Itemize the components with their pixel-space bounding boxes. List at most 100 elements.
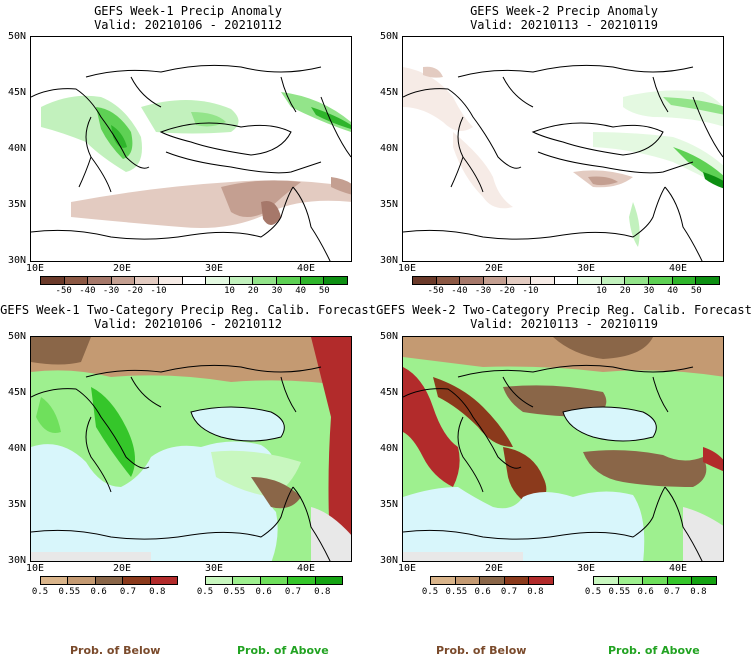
colorbar-label: 20 bbox=[619, 286, 631, 296]
colorbar-label: 0.8 bbox=[314, 587, 331, 597]
colorbar-label: 10 bbox=[224, 286, 235, 296]
colorbar-swatch bbox=[692, 577, 716, 584]
colorbar-label: 0.55 bbox=[608, 587, 631, 597]
panel-week2-probability: GEFS Week-2 Two-Category Precip Reg. Cal… bbox=[376, 296, 752, 662]
lat-label: 50N bbox=[7, 331, 26, 342]
colorbar-swatch bbox=[643, 577, 668, 584]
colorbar-swatch bbox=[431, 577, 456, 584]
colorbar-swatch bbox=[594, 577, 619, 584]
lon-label: 20E bbox=[112, 263, 132, 274]
colorbar-swatch bbox=[64, 277, 89, 284]
colorbar-label: 20 bbox=[247, 286, 259, 296]
lat-label: 40N bbox=[379, 143, 398, 154]
prob-above-colorbar bbox=[205, 576, 343, 585]
colorbar-label: 0.6 bbox=[90, 587, 107, 597]
lat-label: 45N bbox=[7, 387, 26, 398]
prob-below-labels: 0.5 0.55 0.6 0.7 0.8 bbox=[418, 587, 566, 599]
anomaly-map bbox=[30, 36, 352, 262]
prob-below-labels: 0.5 0.55 0.6 0.7 0.8 bbox=[28, 587, 190, 599]
colorbar-label: -10 bbox=[150, 286, 167, 296]
colorbar-swatch bbox=[625, 277, 650, 284]
lat-label: 30N bbox=[7, 255, 26, 266]
colorbar-label: 0.7 bbox=[119, 587, 137, 597]
prob-below-caption: Prob. of Below bbox=[70, 644, 161, 657]
lat-label: 35N bbox=[379, 499, 398, 510]
lat-label: 50N bbox=[379, 331, 398, 342]
lon-label: 10E bbox=[397, 563, 417, 574]
colorbar-swatch bbox=[300, 277, 325, 284]
colorbar-swatch bbox=[483, 277, 508, 284]
colorbar-swatch bbox=[111, 277, 136, 284]
colorbar-label: -40 bbox=[79, 286, 96, 296]
colorbar-swatch bbox=[150, 577, 178, 584]
lon-label: 40E bbox=[668, 263, 688, 274]
colorbar-label: 0.55 bbox=[445, 587, 468, 597]
colorbar-swatch bbox=[455, 577, 481, 584]
colorbar-swatch bbox=[667, 577, 693, 584]
colorbar-swatch bbox=[480, 577, 505, 584]
panel-title: GEFS Week-1 Precip Anomaly bbox=[94, 4, 282, 18]
anomaly-colorbar bbox=[412, 276, 720, 285]
colorbar-label: -30 bbox=[102, 286, 120, 296]
lon-label: 30E bbox=[204, 563, 224, 574]
panel-valid-date: Valid: 20210106 - 20210112 bbox=[94, 18, 282, 32]
colorbar-label: 0.5 bbox=[584, 587, 602, 597]
panel-title: GEFS Week-1 Two-Category Precip Reg. Cal… bbox=[0, 303, 376, 317]
panel-valid-date: Valid: 20210113 - 20210119 bbox=[470, 18, 658, 32]
colorbar-swatch bbox=[618, 577, 644, 584]
colorbar-swatch bbox=[649, 277, 673, 284]
colorbar-label: 0.55 bbox=[58, 587, 81, 597]
colorbar-swatch bbox=[460, 277, 484, 284]
colorbar-swatch bbox=[413, 277, 437, 284]
colorbar-label: 0.5 bbox=[31, 587, 49, 597]
colorbar-label: 0.8 bbox=[149, 587, 166, 597]
colorbar-swatch bbox=[41, 577, 69, 584]
colorbar-swatch bbox=[233, 577, 261, 584]
colorbar-swatch bbox=[206, 277, 230, 284]
colorbar-label: 0.6 bbox=[255, 587, 272, 597]
panel-valid-date: Valid: 20210106 - 20210112 bbox=[94, 317, 282, 331]
colorbar-label: 0.7 bbox=[500, 587, 518, 597]
colorbar-label: 0.7 bbox=[663, 587, 681, 597]
lon-label: 20E bbox=[484, 263, 504, 274]
colorbar-label: 30 bbox=[271, 286, 283, 296]
panel-week1-probability: GEFS Week-1 Two-Category Precip Reg. Cal… bbox=[0, 296, 376, 662]
lon-label: 10E bbox=[25, 563, 45, 574]
colorbar-label: 50 bbox=[318, 286, 330, 296]
colorbar-label: -50 bbox=[427, 286, 444, 296]
probability-map bbox=[402, 336, 724, 562]
colorbar-label: 0.6 bbox=[637, 587, 654, 597]
panel-valid-date: Valid: 20210113 - 20210119 bbox=[470, 317, 658, 331]
lat-label: 50N bbox=[7, 31, 26, 42]
colorbar-swatch bbox=[41, 277, 65, 284]
colorbar-label: -20 bbox=[126, 286, 143, 296]
colorbar-label: 0.5 bbox=[196, 587, 214, 597]
anomaly-colorbar bbox=[40, 276, 348, 285]
prob-below-caption: Prob. of Below bbox=[436, 644, 527, 657]
colorbar-label: -50 bbox=[55, 286, 72, 296]
colorbar-swatch bbox=[601, 277, 626, 284]
colorbar-swatch bbox=[531, 277, 555, 284]
lon-label: 30E bbox=[204, 263, 224, 274]
lat-label: 35N bbox=[379, 199, 398, 210]
colorbar-label: -20 bbox=[498, 286, 515, 296]
lat-label: 45N bbox=[7, 87, 26, 98]
prob-above-labels: 0.5 0.55 0.6 0.7 0.8 bbox=[581, 587, 729, 599]
prob-above-caption: Prob. of Above bbox=[608, 644, 700, 657]
lat-label: 30N bbox=[379, 555, 398, 566]
lat-label: 40N bbox=[7, 443, 26, 454]
prob-above-caption: Prob. of Above bbox=[237, 644, 329, 657]
lon-label: 40E bbox=[668, 563, 688, 574]
prob-above-labels: 0.5 0.55 0.6 0.7 0.8 bbox=[193, 587, 355, 599]
lon-label: 10E bbox=[25, 263, 45, 274]
colorbar-swatch bbox=[696, 277, 719, 284]
probability-map bbox=[30, 336, 352, 562]
colorbar-label: 0.55 bbox=[223, 587, 246, 597]
colorbar-swatch bbox=[135, 277, 160, 284]
lat-label: 40N bbox=[379, 443, 398, 454]
colorbar-label: 0.8 bbox=[527, 587, 544, 597]
colorbar-swatch bbox=[554, 277, 579, 284]
colorbar-label: -40 bbox=[451, 286, 468, 296]
lat-label: 50N bbox=[379, 31, 398, 42]
lat-label: 45N bbox=[379, 87, 398, 98]
